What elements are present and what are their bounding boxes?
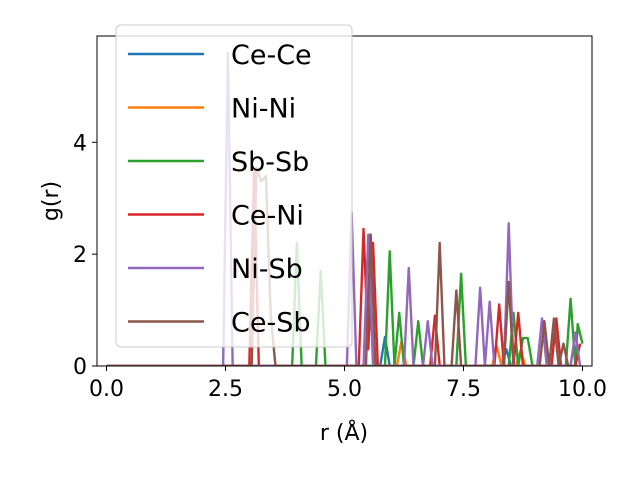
legend-label-sb-sb: Sb-Sb xyxy=(231,147,309,178)
legend-box xyxy=(115,24,353,348)
y-tick-label: 4 xyxy=(73,131,87,156)
y-axis-label: g(r) xyxy=(39,181,64,221)
legend-label-ni-sb: Ni-Sb xyxy=(231,254,303,285)
legend-label-ce-ce: Ce-Ce xyxy=(231,40,312,71)
x-tick-label: 7.5 xyxy=(446,377,481,402)
y-axis: 0 2 4 xyxy=(73,131,97,380)
y-tick-label: 0 xyxy=(73,355,87,380)
x-tick-label: 0.0 xyxy=(89,377,124,402)
x-tick-label: 5.0 xyxy=(327,377,362,402)
legend: Ce-Ce Ni-Ni Sb-Sb Ce-Ni Ni-Sb Ce-Sb xyxy=(115,24,353,348)
legend-label-ce-ni: Ce-Ni xyxy=(231,201,304,232)
x-tick-label: 2.5 xyxy=(208,377,243,402)
y-tick-label: 2 xyxy=(73,243,87,268)
series-line-ce-ni xyxy=(106,169,582,366)
series-line-ce-ce xyxy=(106,335,578,366)
legend-label-ce-sb: Ce-Sb xyxy=(231,308,310,339)
x-axis: 0.0 2.5 5.0 7.5 10.0 xyxy=(89,366,607,402)
legend-label-ni-ni: Ni-Ni xyxy=(231,94,296,125)
x-tick-label: 10.0 xyxy=(558,377,607,402)
x-axis-label: r (Å) xyxy=(320,419,368,446)
